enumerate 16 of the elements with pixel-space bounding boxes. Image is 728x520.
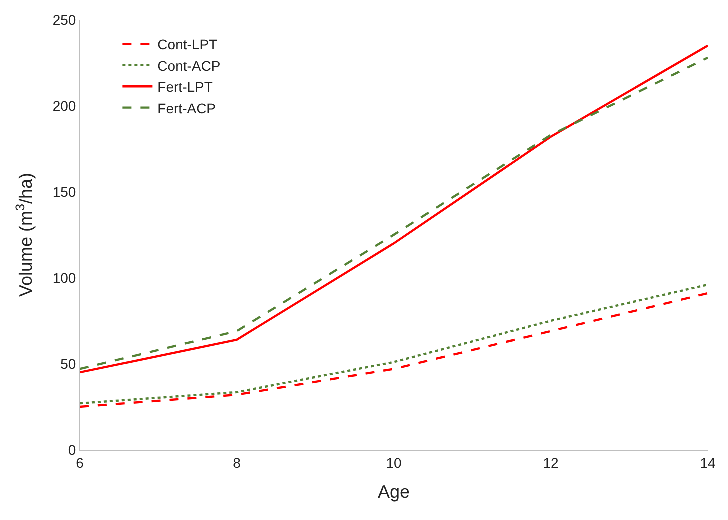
legend-label: Cont-LPT xyxy=(158,36,218,53)
legend-label: Fert-LPT xyxy=(158,79,214,96)
x-axis-title: Age xyxy=(378,482,410,502)
y-tick-label: 200 xyxy=(52,98,76,114)
x-tick-label: 10 xyxy=(386,454,402,471)
y-tick-label: 50 xyxy=(60,356,76,372)
y-tick-label: 150 xyxy=(52,184,76,200)
legend-label: Fert-ACP xyxy=(158,100,216,116)
y-tick-label: 0 xyxy=(68,442,76,458)
x-tick-label: 8 xyxy=(233,454,242,471)
x-tick-label: 14 xyxy=(700,454,716,471)
legend-label: Cont-ACP xyxy=(158,58,221,74)
y-tick-label: 250 xyxy=(52,12,76,28)
x-tick-label: 12 xyxy=(543,454,559,471)
y-tick-label: 100 xyxy=(52,270,76,286)
x-tick-label: 6 xyxy=(76,454,84,471)
